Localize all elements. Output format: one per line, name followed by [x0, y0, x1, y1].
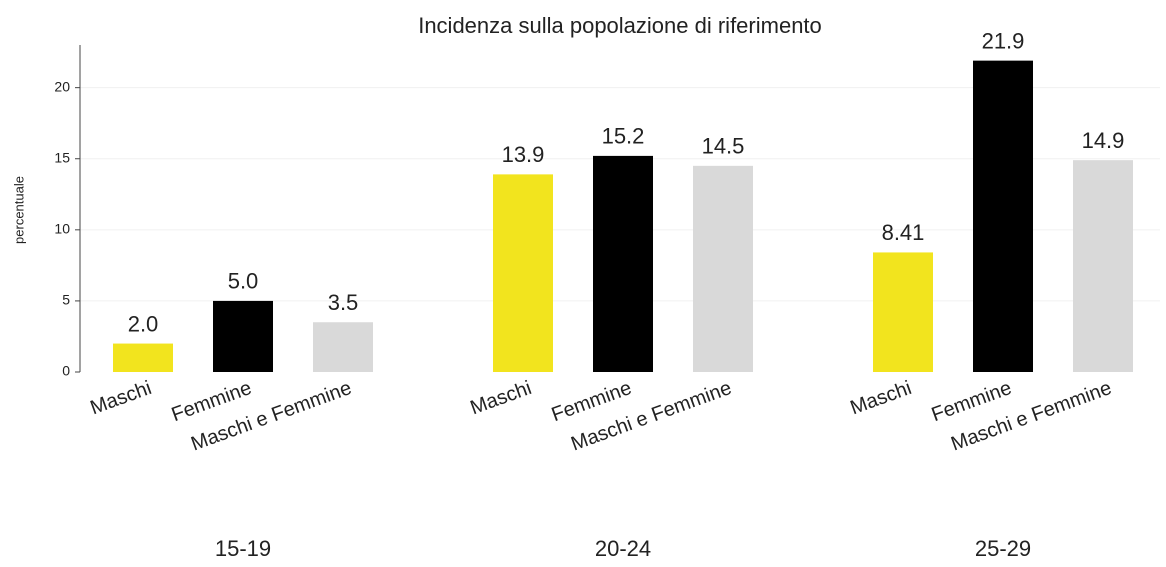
value-label: 15.2 — [602, 124, 645, 149]
group-label: 20-24 — [595, 536, 651, 561]
value-label: 3.5 — [328, 290, 359, 315]
y-tick-label: 20 — [54, 78, 70, 94]
bar — [1073, 160, 1133, 372]
bar — [213, 300, 273, 372]
bar — [593, 155, 653, 372]
value-label: 8.41 — [882, 220, 925, 245]
y-tick-label: 5 — [62, 292, 70, 308]
chart-title: Incidenza sulla popolazione di riferimen… — [418, 13, 822, 38]
bar-category-label: Maschi — [847, 377, 914, 419]
bar — [973, 60, 1033, 372]
bar — [493, 174, 553, 372]
value-label: 14.5 — [702, 134, 745, 159]
bar — [693, 165, 753, 372]
y-tick-label: 15 — [54, 149, 70, 165]
bar — [113, 343, 173, 372]
value-label: 21.9 — [982, 28, 1025, 53]
y-axis-label: percentuale — [11, 176, 26, 244]
y-tick-label: 0 — [62, 363, 70, 379]
y-tick-label: 10 — [54, 221, 70, 237]
value-label: 2.0 — [128, 311, 159, 336]
bar-category-label: Maschi — [87, 377, 154, 419]
bar — [873, 252, 933, 372]
group-label: 25-29 — [975, 536, 1031, 561]
value-label: 5.0 — [228, 269, 259, 294]
bar — [313, 322, 373, 372]
bar-category-label: Maschi — [467, 377, 534, 419]
group-label: 15-19 — [215, 536, 271, 561]
value-label: 13.9 — [502, 142, 545, 167]
value-label: 14.9 — [1082, 128, 1125, 153]
